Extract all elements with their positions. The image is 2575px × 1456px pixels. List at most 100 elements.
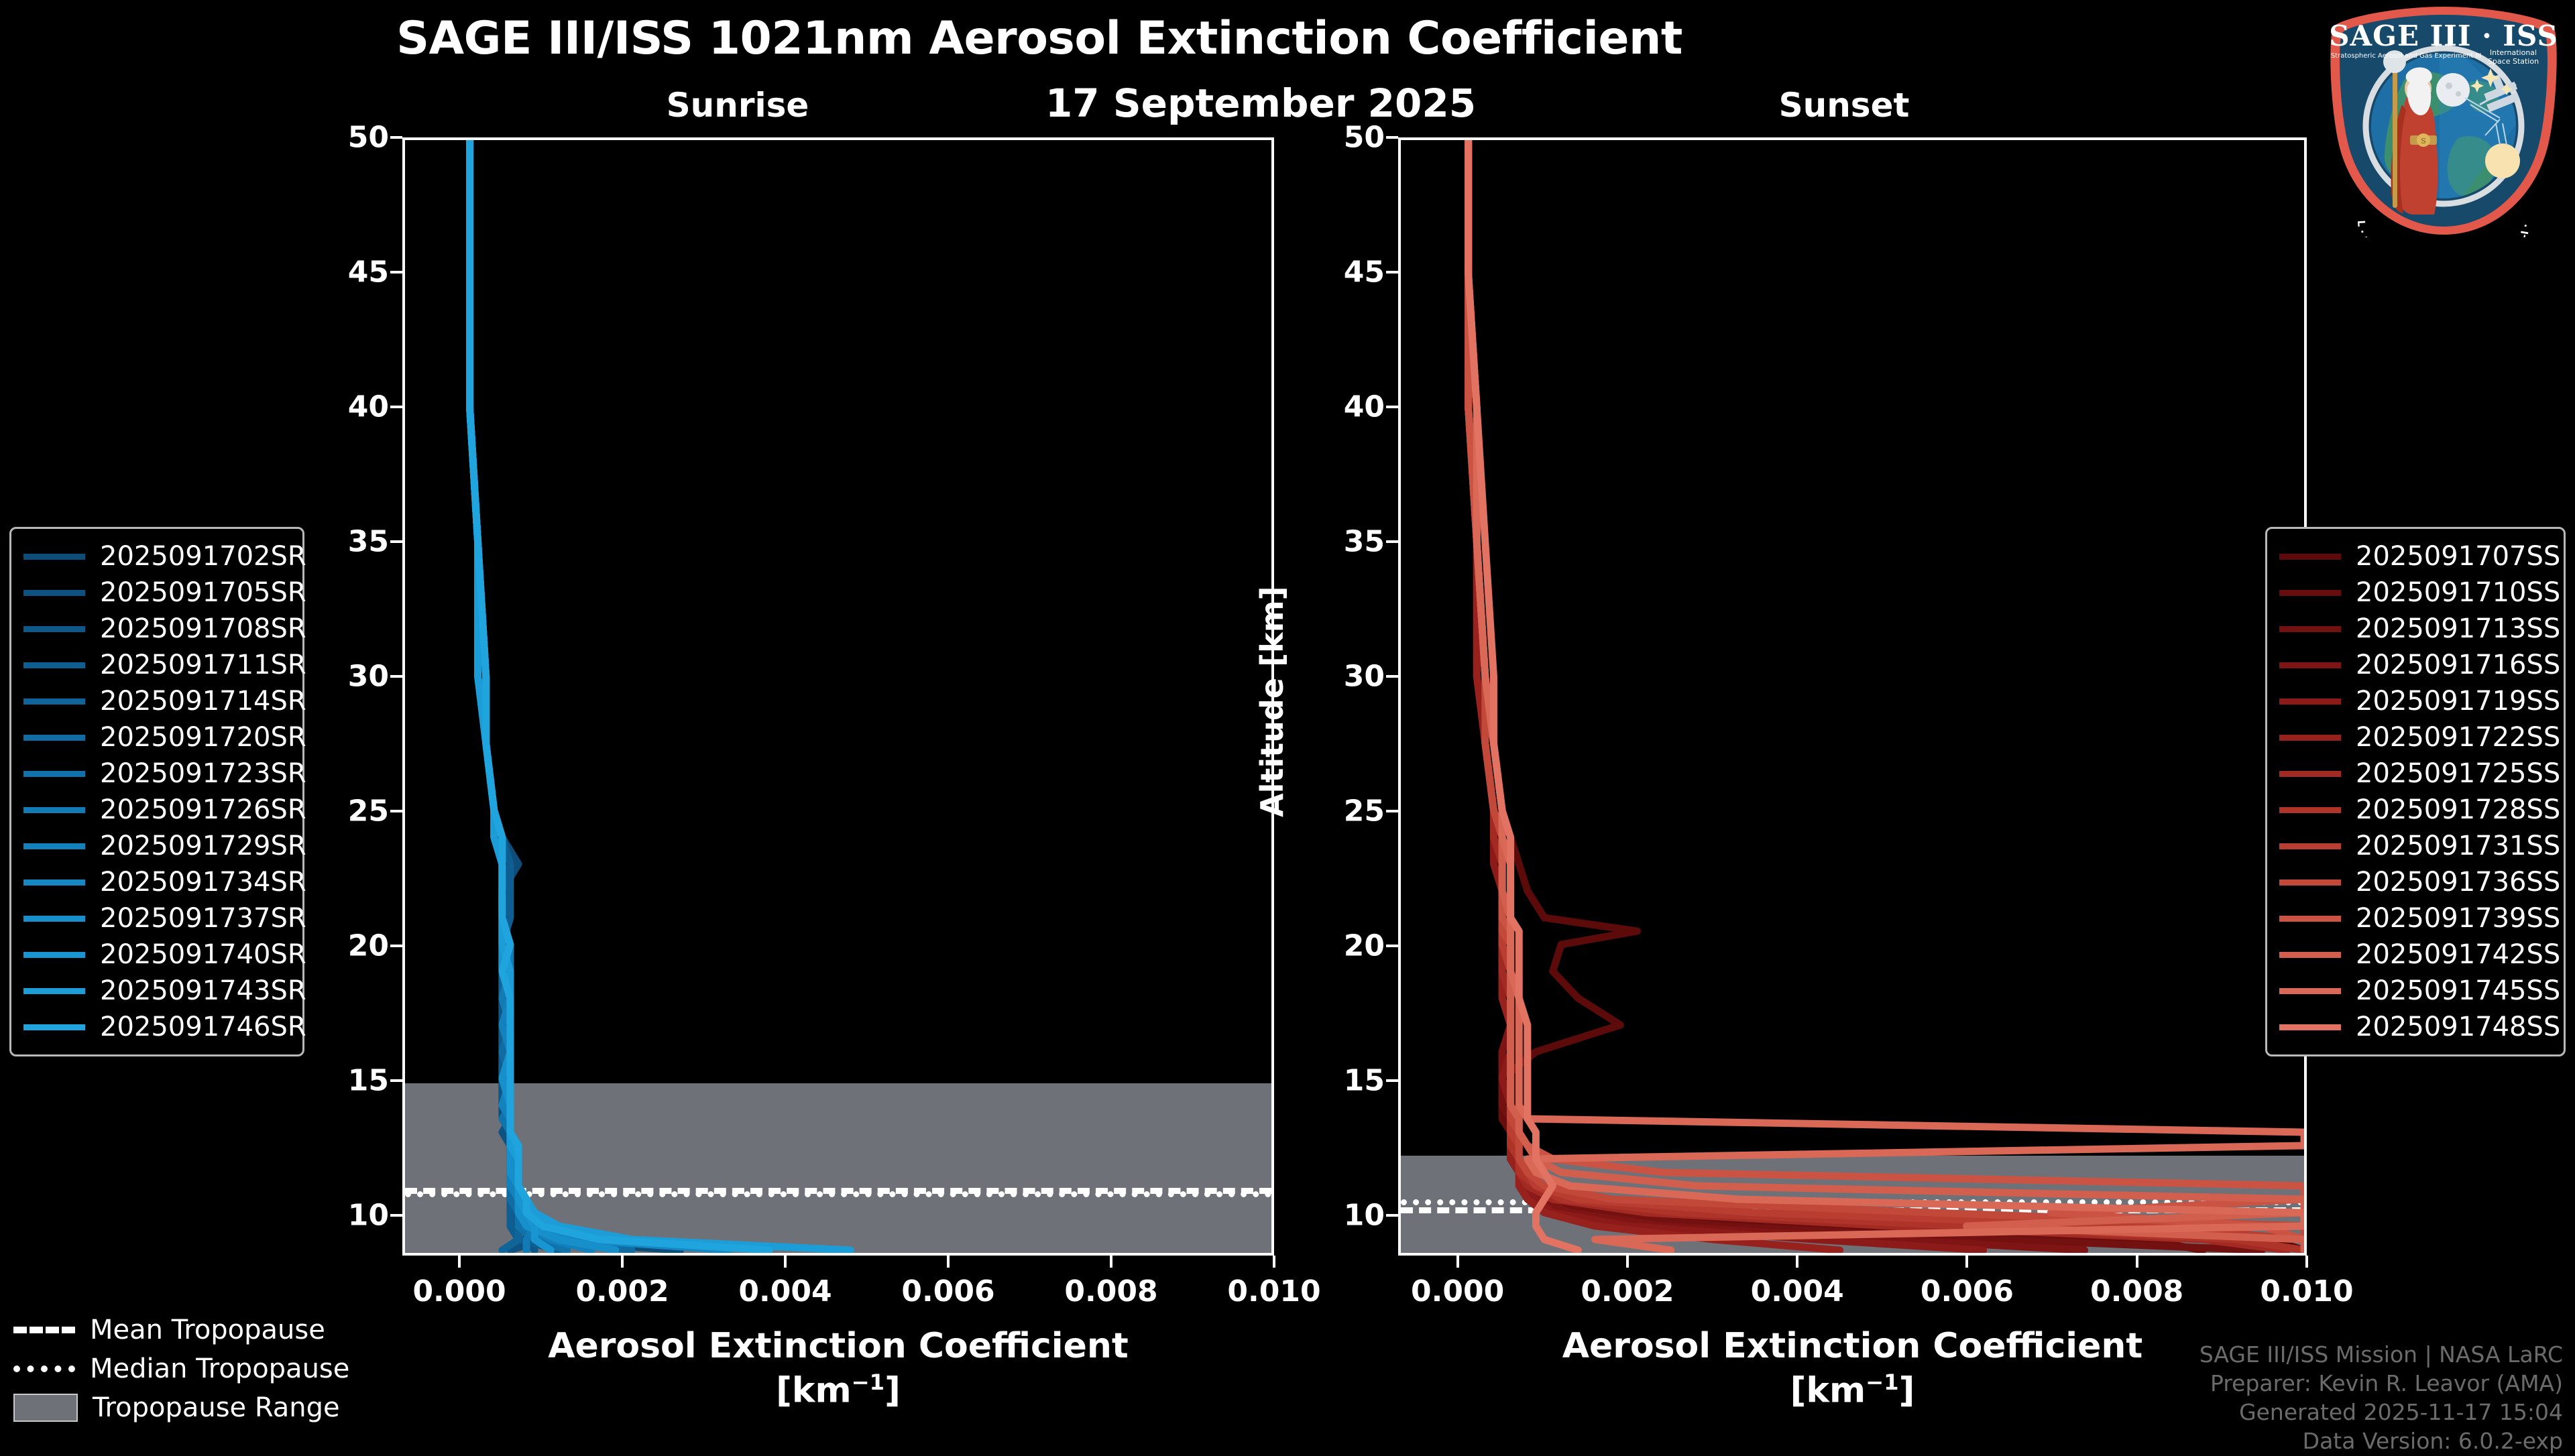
sunrise-legend-item[interactable]: 2025091743SR [23,973,306,1009]
sunrise-legend[interactable]: 2025091702SR 2025091705SR 2025091708SR 2025… [9,527,306,1056]
sunrise-legend-item[interactable]: 2025091708SR [23,611,306,647]
sunrise-legend-item[interactable]: 2025091746SR [23,1009,306,1045]
x-axis-tick-mark [621,1256,624,1268]
sunset-legend-item[interactable]: 2025091722SS [2279,719,2560,755]
legend-color-swatch [23,770,85,777]
sunset-series-lines [1465,140,2304,1253]
legend-label: 2025091748SS [2356,1012,2561,1042]
sunrise-legend-item[interactable]: 2025091702SR [23,538,306,574]
legend-item-tropopause-range: Tropopause Range [13,1388,389,1427]
y-axis-tick-mark [390,136,402,139]
legend-color-swatch [2279,951,2341,958]
legend-color-swatch [2279,734,2341,741]
dashed-line-icon [13,1327,75,1333]
sunrise-legend-item[interactable]: 2025091720SR [23,719,306,755]
logo-subtitle-left: Stratospheric Aerosol and Gas Experiment… [2331,52,2481,60]
sunrise-legend-item[interactable]: 2025091737SR [23,900,306,936]
x-axis-tick-label: 0.002 [575,1274,669,1309]
series-line [466,140,773,1253]
sunset-legend-item[interactable]: 2025091725SS [2279,755,2560,792]
sunset-legend-item[interactable]: 2025091731SS [2279,828,2560,864]
y-axis-tick-label: 25 [347,794,389,829]
legend-color-swatch [2279,662,2341,668]
median-tropopause-line-sunrise [405,1191,1271,1197]
sunrise-legend-item[interactable]: 2025091729SR [23,828,306,864]
credits-preparer: Preparer: Kevin R. Leavor (AMA) [2210,1370,2563,1396]
sunset-legend-item[interactable]: 2025091748SS [2279,1009,2560,1045]
sunrise-legend-item[interactable]: 2025091714SR [23,683,306,719]
y-axis-tick-mark [390,1213,402,1217]
sunset-legend-item[interactable]: 2025091739SS [2279,900,2560,936]
x-axis-tick-label: 0.006 [901,1274,995,1309]
legend-label-mean-tropopause: Mean Tropopause [90,1315,325,1345]
sunset-legend[interactable]: 2025091707SS 2025091710SS 2025091713SS 2025… [2265,527,2566,1056]
legend-color-swatch [23,915,85,922]
sunset-y-axis-label: Altitude [km] [1254,586,1290,817]
legend-label: 2025091739SS [2356,903,2561,934]
series-line [1465,140,2304,1253]
x-axis-tick-mark [947,1256,950,1268]
legend-color-swatch [23,951,85,958]
legend-label: 2025091726SR [100,794,306,825]
date-subtitle: 17 September 2025 [1045,80,1477,126]
series-line [1465,140,2304,1253]
legend-color-swatch [2279,879,2341,886]
sunrise-legend-item[interactable]: 2025091740SR [23,936,306,973]
legend-label: 2025091708SR [100,613,306,644]
legend-color-swatch [2279,987,2341,994]
x-axis-tick-mark [2305,1256,2308,1268]
dotted-line-icon [13,1366,75,1372]
sunrise-legend-item[interactable]: 2025091726SR [23,792,306,828]
credits-mission: SAGE III/ISS Mission | NASA LaRC [2199,1341,2563,1368]
y-axis-tick-mark [1386,944,1398,947]
x-axis-tick-label: 0.002 [1581,1274,1674,1309]
series-line [1465,140,1582,1253]
legend-color-swatch [23,734,85,741]
x-axis-tick-mark [1796,1256,1799,1268]
sunset-legend-item[interactable]: 2025091745SS [2279,973,2560,1009]
sunset-legend-item[interactable]: 2025091728SS [2279,792,2560,828]
sunrise-legend-item[interactable]: 2025091734SR [23,864,306,900]
sunset-legend-item[interactable]: 2025091742SS [2279,936,2560,973]
y-axis-tick-mark [1386,1079,1398,1082]
legend-label: 2025091707SS [2356,541,2561,572]
x-axis-tick-mark [458,1256,461,1268]
y-axis-tick-label: 15 [347,1063,389,1098]
y-axis-tick-mark [390,540,402,543]
logo-subtitle-right-2: Space Station [2488,57,2539,66]
page-title: SAGE III/ISS 1021nm Aerosol Extinction C… [396,12,1682,65]
sunrise-legend-item[interactable]: 2025091723SR [23,755,306,792]
x-axis-tick-mark [1110,1256,1112,1268]
sunset-legend-item[interactable]: 2025091713SS [2279,611,2560,647]
legend-color-swatch [2279,553,2341,560]
legend-color-swatch [23,879,85,886]
sunrise-legend-item[interactable]: 2025091705SR [23,574,306,611]
legend-color-swatch [23,589,85,596]
sunset-legend-item[interactable]: 2025091736SS [2279,864,2560,900]
legend-label: 2025091737SR [100,903,306,934]
sunset-x-axis-label: Aerosol Extinction Coefficient [1562,1326,2143,1366]
legend-label: 2025091729SR [100,831,306,861]
legend-label: 2025091734SR [100,867,306,898]
legend-item-median-tropopause: Median Tropopause [13,1349,389,1388]
logo-wizard: S [2383,50,2438,215]
sunset-legend-item[interactable]: 2025091707SS [2279,538,2560,574]
series-line [1465,140,2089,1253]
legend-label: 2025091711SR [100,650,306,680]
x-axis-tick-mark [784,1256,787,1268]
logo-occultation-rays [2464,97,2507,145]
y-axis-tick-mark [1386,1213,1398,1217]
legend-label-tropopause-range: Tropopause Range [93,1392,340,1423]
sunset-legend-item[interactable]: 2025091719SS [2279,683,2560,719]
legend-label: 2025091705SR [100,577,306,608]
sunset-legend-item[interactable]: 2025091716SS [2279,647,2560,683]
y-axis-tick-label: 10 [1343,1198,1385,1233]
y-axis-tick-mark [1386,809,1398,812]
x-units-exponent: −1 [851,1370,885,1395]
sunset-legend-item[interactable]: 2025091710SS [2279,574,2560,611]
legend-label: 2025091719SS [2356,686,2561,717]
sunrise-legend-item[interactable]: 2025091711SR [23,647,306,683]
y-axis-tick-label: 40 [1343,389,1385,424]
legend-color-swatch [23,625,85,632]
legend-color-swatch [2279,806,2341,813]
